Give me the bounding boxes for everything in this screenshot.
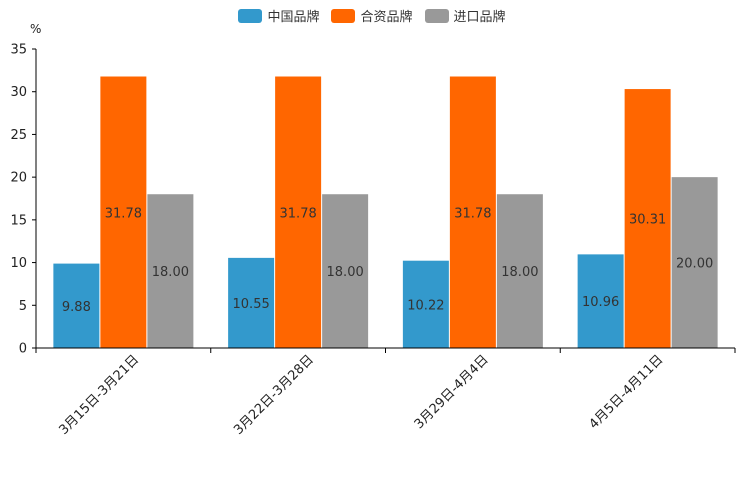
legend-item-joint-venture-brand[interactable]: 合资品牌	[331, 6, 413, 25]
data-label: 31.78	[105, 206, 142, 221]
data-label: 10.22	[407, 298, 444, 313]
x-tick-label: 4月5日-4月11日	[587, 352, 667, 432]
x-tick-label: 3月22日-3月28日	[231, 352, 317, 438]
y-tick-label: 10	[10, 256, 27, 271]
x-axis: 3月15日-3月21日 3月22日-3月28日 3月29日-4月4日 4月5日-4月1…	[35, 347, 736, 438]
data-label: 18.00	[501, 265, 538, 280]
data-label: 9.88	[62, 300, 91, 315]
y-axis: 0 5 10 15 20 25 30 35	[10, 43, 37, 357]
data-label: 10.55	[233, 297, 270, 312]
y-tick-label: 15	[10, 213, 27, 228]
y-tick-label: 30	[10, 85, 27, 100]
data-label: 20.00	[676, 257, 713, 272]
data-label: 31.78	[454, 206, 491, 221]
y-tick-label: 5	[19, 299, 27, 314]
bar-2-2[interactable]	[496, 194, 543, 348]
bar-1-1[interactable]	[275, 76, 322, 349]
y-tick-label: 35	[10, 43, 27, 58]
legend-label-joint-venture-brand: 合资品牌	[360, 10, 413, 25]
legend-swatch-import-brand	[424, 8, 449, 23]
data-label: 10.96	[582, 295, 619, 310]
y-tick-label: 0	[19, 342, 27, 357]
bar-0-0[interactable]	[53, 263, 100, 348]
bar-1-2[interactable]	[449, 76, 496, 349]
bar-1-3[interactable]	[624, 89, 671, 348]
y-axis-unit-label: %	[30, 22, 41, 36]
bar-2-0[interactable]	[147, 194, 194, 348]
data-label: 18.00	[327, 265, 364, 280]
bar-0-2[interactable]	[402, 260, 449, 348]
data-label: 18.00	[152, 265, 189, 280]
chart-legend: 中国品牌 合资品牌 进口品牌	[0, 6, 744, 25]
legend-label-china-brand: 中国品牌	[267, 10, 320, 25]
bar-0-3[interactable]	[577, 254, 624, 348]
legend-swatch-joint-venture-brand	[331, 8, 356, 23]
data-label: 30.31	[629, 213, 666, 228]
bars-group	[53, 76, 718, 349]
y-tick-label: 25	[10, 128, 27, 143]
bar-1-0[interactable]	[100, 76, 147, 349]
x-tick-label: 3月15日-3月21日	[56, 352, 142, 438]
bar-0-1[interactable]	[228, 257, 275, 348]
data-label: 31.78	[280, 206, 317, 221]
bar-2-3[interactable]	[671, 177, 718, 348]
data-labels-group: 9.88 31.78 18.00 10.55 31.78 18.00 10.22 31.78 1…	[62, 206, 713, 315]
legend-swatch-china-brand	[238, 8, 263, 23]
y-tick-label: 20	[10, 171, 27, 186]
legend-label-import-brand: 进口品牌	[453, 10, 506, 25]
x-tick-label: 3月29日-4月4日	[412, 352, 492, 432]
bar-2-1[interactable]	[322, 194, 369, 348]
legend-item-import-brand[interactable]: 进口品牌	[424, 6, 506, 25]
legend-item-china-brand[interactable]: 中国品牌	[238, 6, 319, 25]
